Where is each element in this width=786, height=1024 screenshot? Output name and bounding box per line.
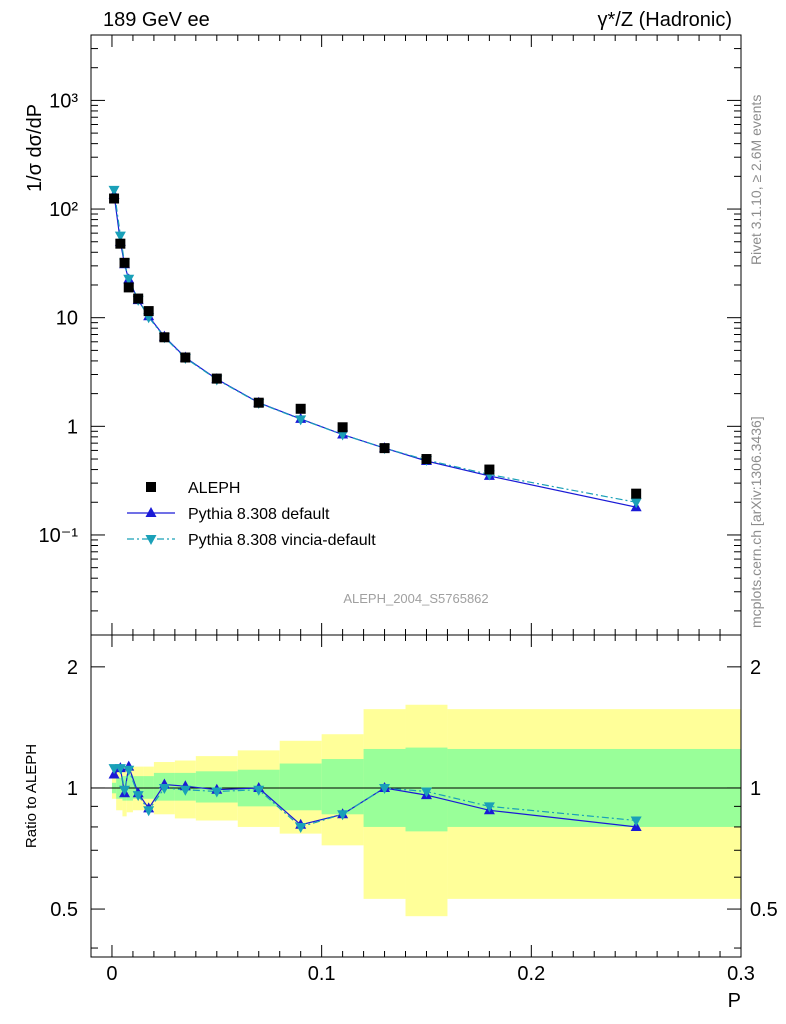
x-tick-label: 0: [106, 963, 117, 985]
x-axis-label: P: [728, 990, 741, 1012]
ratio-series-line-0: [113, 766, 637, 828]
main-y-tick-label: 10²: [49, 199, 78, 221]
main-point-s0: [379, 443, 390, 454]
ratio-point-s1: [132, 791, 144, 802]
ratio-point-s1: [143, 806, 155, 817]
main-point-s2: [337, 430, 349, 441]
ratio-point-s1: [379, 783, 391, 794]
main-point-s2: [114, 231, 126, 242]
header-left-title: 189 GeV ee: [103, 9, 210, 31]
main-y-tick-label: 10⁻¹: [39, 525, 79, 547]
main-plot-marks: [108, 185, 642, 512]
main-y-axis-label: 1/σ dσ/dP: [24, 104, 46, 192]
ratio-plot-marks: [108, 760, 642, 833]
ratio-point-s1: [295, 822, 307, 833]
main-point-s0: [631, 488, 642, 499]
ratio-point-s1: [114, 764, 126, 775]
main-y-tick-label: 10: [56, 308, 78, 330]
x-tick-label: 0.1: [308, 963, 336, 985]
main-series-line-2: [113, 189, 637, 503]
main-series-line-1: [113, 194, 637, 508]
main-point-s0: [253, 397, 264, 408]
main-point-s0: [109, 193, 120, 204]
ratio-point-s1: [630, 816, 642, 827]
ratio-y-tick-label-right: 1: [750, 778, 761, 800]
rivet-label: Rivet 3.1.10, ≥ 2.6M events: [748, 95, 764, 265]
ratio-point-s1: [337, 810, 349, 821]
ratio-y-tick-label-left: 1: [67, 778, 78, 800]
ratio-point-s1: [158, 783, 170, 794]
main-point-s2: [108, 185, 120, 196]
ratio-point-s1: [119, 785, 131, 796]
main-plot-ticks: 10⁻¹ 1 10 10² 10³: [39, 34, 742, 635]
main-point-s0: [211, 373, 222, 384]
main-plot-panel: 10⁻¹ 1 10 10² 10³ 1/σ dσ/dP ALEPH_2004_S5765…: [24, 34, 742, 636]
main-point-s0: [143, 306, 154, 317]
main-point-s0: [159, 332, 170, 343]
main-point-s0: [119, 257, 130, 268]
ratio-y-tick-label-right: 2: [750, 657, 761, 679]
main-y-tick-label: 10³: [49, 90, 78, 112]
x-tick-label: 0.3: [727, 963, 755, 985]
legend-entry-label: Pythia 8.308 default: [188, 506, 330, 523]
main-point-s0: [421, 454, 432, 465]
mcplots-label: mcplots.cern.ch [arXiv:1306.3436]: [748, 416, 764, 628]
ratio-uncertainty-bands: [91, 704, 741, 917]
legend: ALEPH Pythia 8.308 default Pythia 8.308 vi…: [127, 480, 376, 549]
analysis-id-label: ALEPH_2004_S5765862: [343, 591, 488, 606]
legend-marker: [146, 482, 156, 492]
main-point-s2: [630, 498, 642, 509]
ratio-y-tick-label-right: 0.5: [750, 899, 778, 921]
ratio-plot-panel: 0.5 0.5 1 1 2 2 0 0.1 0.2 0.3 Ratio to ALEPH P: [23, 634, 778, 1012]
ratio-point-s1: [253, 785, 265, 796]
main-point-s0: [115, 238, 126, 249]
main-point-s0: [123, 282, 134, 293]
ratio-point-s1: [420, 787, 432, 798]
main-y-tick-label: 1: [67, 416, 78, 438]
legend-marker: [145, 535, 157, 545]
legend-marker: [145, 507, 157, 517]
ratio-band-green: [143, 776, 154, 799]
main-point-s0: [337, 422, 348, 433]
main-point-s0: [180, 352, 191, 363]
ratio-band-green: [279, 763, 322, 811]
ratio-plot-ticks: 0.5 0.5 1 1 2 2 0 0.1 0.2 0.3: [50, 635, 778, 985]
ratio-y-tick-label-left: 0.5: [50, 899, 78, 921]
main-point-s2: [295, 415, 307, 426]
ratio-series-line-1: [114, 767, 637, 828]
ratio-y-axis-label: Ratio to ALEPH: [23, 744, 40, 848]
ratio-point-s1: [211, 787, 223, 798]
ratio-y-tick-label-left: 2: [67, 657, 78, 679]
ratio-band-green: [321, 759, 364, 815]
ratio-point-s1: [483, 802, 495, 813]
legend-entry-label: ALEPH: [188, 480, 240, 497]
x-tick-label: 0.2: [517, 963, 545, 985]
header-right-title: γ*/Z (Hadronic): [598, 9, 732, 31]
ratio-point-s1: [179, 785, 191, 796]
ratio-point-s1: [123, 765, 135, 776]
main-point-s0: [133, 293, 144, 304]
legend-entry-label: Pythia 8.308 vincia-default: [188, 532, 376, 549]
main-point-s2: [123, 274, 135, 285]
main-point-s0: [484, 464, 495, 475]
main-point-s0: [295, 403, 306, 414]
ratio-plot-frame: [90, 634, 742, 958]
